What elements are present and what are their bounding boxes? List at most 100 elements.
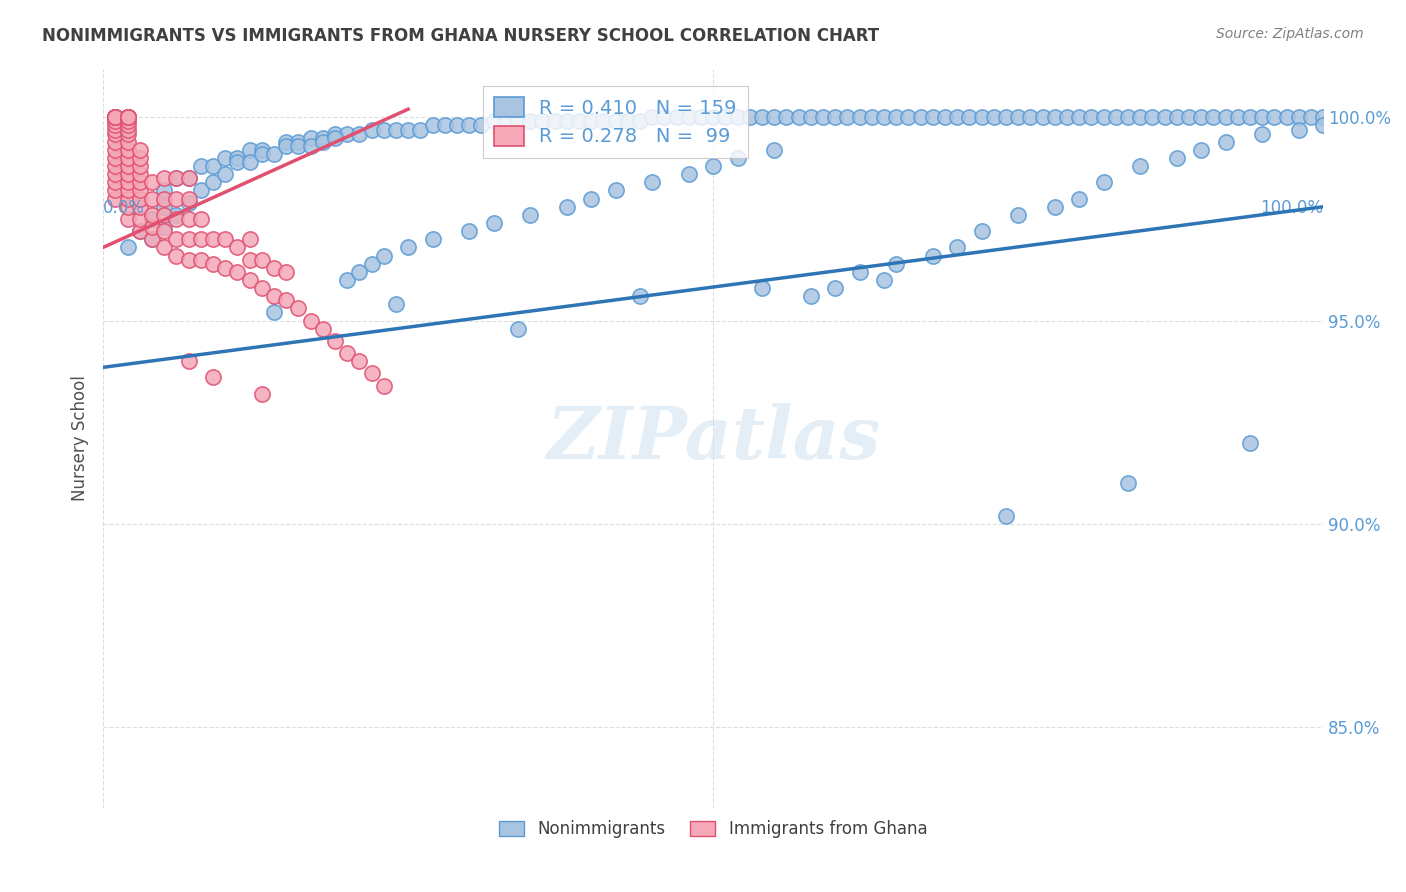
Point: [287, 138, 309, 153]
Point: [104, 111, 127, 125]
Point: [921, 111, 943, 125]
Point: [1105, 111, 1128, 125]
Point: [702, 159, 724, 173]
Point: [458, 224, 481, 238]
Point: [1239, 435, 1261, 450]
Point: [921, 248, 943, 262]
Point: [276, 138, 298, 153]
Point: [605, 114, 627, 128]
Point: [446, 119, 468, 133]
Point: [128, 211, 150, 226]
Point: [555, 114, 578, 128]
Point: [1288, 111, 1310, 125]
Point: [226, 240, 249, 254]
Point: [1215, 135, 1237, 149]
Point: [214, 167, 236, 181]
Point: [263, 260, 285, 275]
Point: [555, 200, 578, 214]
Point: [1239, 111, 1261, 125]
Point: [373, 122, 395, 136]
Point: [714, 111, 737, 125]
Point: [373, 248, 395, 262]
Point: [946, 240, 969, 254]
Point: [117, 240, 139, 254]
Point: [323, 130, 346, 145]
Point: [360, 122, 382, 136]
Point: [276, 293, 298, 308]
Point: [104, 135, 127, 149]
Point: [153, 200, 176, 214]
Point: [727, 151, 749, 165]
Point: [128, 159, 150, 173]
Point: [128, 184, 150, 198]
Point: [1275, 111, 1298, 125]
Point: [1226, 111, 1249, 125]
Point: [837, 111, 859, 125]
Point: [422, 232, 444, 246]
Point: [360, 367, 382, 381]
Point: [276, 265, 298, 279]
Point: [117, 200, 139, 214]
Point: [934, 111, 956, 125]
Point: [177, 354, 200, 368]
Point: [128, 167, 150, 181]
Point: [519, 114, 541, 128]
Point: [763, 111, 786, 125]
Point: [104, 111, 127, 125]
Point: [153, 192, 176, 206]
Point: [299, 138, 322, 153]
Text: NONIMMIGRANTS VS IMMIGRANTS FROM GHANA NURSERY SCHOOL CORRELATION CHART: NONIMMIGRANTS VS IMMIGRANTS FROM GHANA N…: [42, 27, 879, 45]
Point: [250, 252, 273, 267]
Point: [117, 111, 139, 125]
Point: [1251, 127, 1274, 141]
Point: [970, 224, 993, 238]
Point: [104, 119, 127, 133]
Point: [1189, 143, 1212, 157]
Point: [104, 111, 127, 125]
Point: [117, 211, 139, 226]
Point: [1092, 175, 1115, 189]
Point: [263, 289, 285, 303]
Point: [482, 114, 505, 128]
Point: [628, 289, 651, 303]
Point: [1142, 111, 1164, 125]
Point: [117, 175, 139, 189]
Point: [104, 114, 127, 128]
Point: [409, 122, 432, 136]
Point: [1043, 200, 1066, 214]
Point: [994, 111, 1017, 125]
Point: [1166, 151, 1188, 165]
Point: [117, 143, 139, 157]
Point: [177, 211, 200, 226]
Point: [117, 111, 139, 125]
Point: [104, 167, 127, 181]
Point: [117, 111, 139, 125]
Point: [1189, 111, 1212, 125]
Point: [897, 111, 920, 125]
Point: [495, 114, 517, 128]
Point: [652, 111, 675, 125]
Point: [128, 224, 150, 238]
Point: [994, 508, 1017, 523]
Point: [1312, 119, 1334, 133]
Point: [1178, 111, 1201, 125]
Point: [165, 192, 187, 206]
Point: [287, 301, 309, 316]
Point: [141, 232, 163, 246]
Point: [141, 232, 163, 246]
Point: [349, 354, 371, 368]
Point: [312, 135, 335, 149]
Point: [1056, 111, 1078, 125]
Text: 100.0%: 100.0%: [1260, 199, 1323, 217]
Point: [641, 175, 664, 189]
Point: [201, 159, 224, 173]
Point: [385, 122, 408, 136]
Point: [153, 208, 176, 222]
Point: [763, 143, 786, 157]
Point: [104, 122, 127, 136]
Point: [336, 346, 359, 360]
Point: [433, 119, 456, 133]
Point: [336, 127, 359, 141]
Point: [214, 151, 236, 165]
Point: [190, 159, 212, 173]
